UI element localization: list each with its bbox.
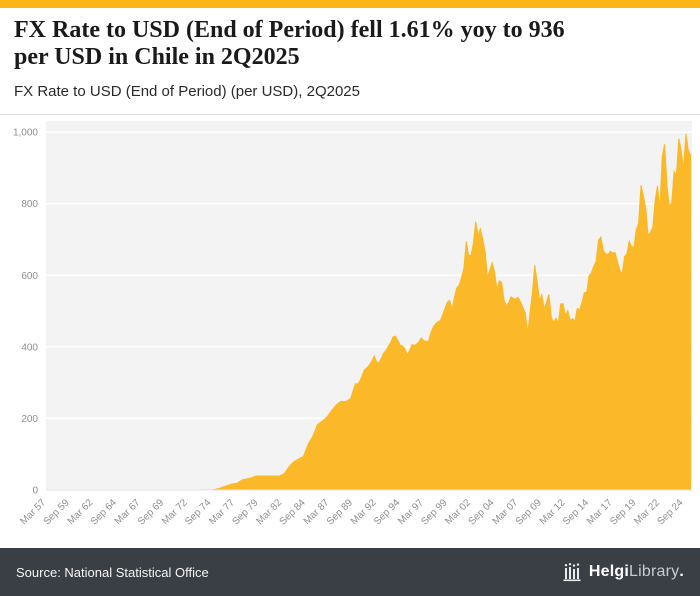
x-tick-label: Sep 64 <box>89 497 119 527</box>
logo-text-library: Library <box>629 563 680 580</box>
chart-area: 0 200 400 600 800 1,000 Mar 57 Sep 59 Mar 62 Sep … <box>0 115 700 548</box>
helgilibrary-logo-icon <box>563 563 581 582</box>
accent-bar <box>0 0 700 8</box>
area-series <box>46 133 692 491</box>
chart-header: FX Rate to USD (End of Period) fell 1.61… <box>0 8 700 115</box>
x-tick-label: Sep 94 <box>372 497 402 527</box>
y-tick-label: 800 <box>21 199 38 210</box>
page-title-line2: per USD in Chile in 2Q2025 <box>14 44 300 71</box>
footer-bar: Source: National Statistical Office Helg… <box>0 548 700 596</box>
helgilibrary-logo[interactable]: HelgiLibrary. <box>562 562 684 582</box>
logo-text-dot: . <box>679 563 684 580</box>
x-tick-label: Sep 09 <box>514 497 544 527</box>
x-tick-label: Sep 89 <box>325 497 355 527</box>
x-tick-label: Sep 84 <box>278 497 308 527</box>
page-title: FX Rate to USD (End of Period) fell 1.61… <box>14 17 686 71</box>
page-title-line1: FX Rate to USD (End of Period) fell 1.61… <box>14 17 565 43</box>
y-tick-label: 600 <box>21 271 38 282</box>
source-text: Source: National Statistical Office <box>16 564 209 580</box>
x-tick-label: Sep 19 <box>608 497 638 527</box>
y-tick-label: 400 <box>21 342 38 353</box>
chart-subtitle: FX Rate to USD (End of Period) (per USD)… <box>14 83 360 101</box>
y-tick-label: 200 <box>21 414 38 425</box>
helgilibrary-logo-text: HelgiLibrary. <box>589 563 684 581</box>
y-tick-label: 1,000 <box>13 128 38 139</box>
x-tick-label: Sep 59 <box>42 497 72 527</box>
x-tick-label: Sep 74 <box>183 497 213 527</box>
x-tick-label: Sep 24 <box>655 497 685 527</box>
x-tick-label: Sep 69 <box>136 497 166 527</box>
logo-text-helgi: Helgi <box>588 563 630 580</box>
x-tick-label: Sep 04 <box>467 497 497 527</box>
x-tick-label: Sep 79 <box>230 497 260 527</box>
y-tick-label: 0 <box>32 486 38 497</box>
x-tick-label: Sep 14 <box>561 497 591 527</box>
x-tick-label: Sep 99 <box>419 497 449 527</box>
